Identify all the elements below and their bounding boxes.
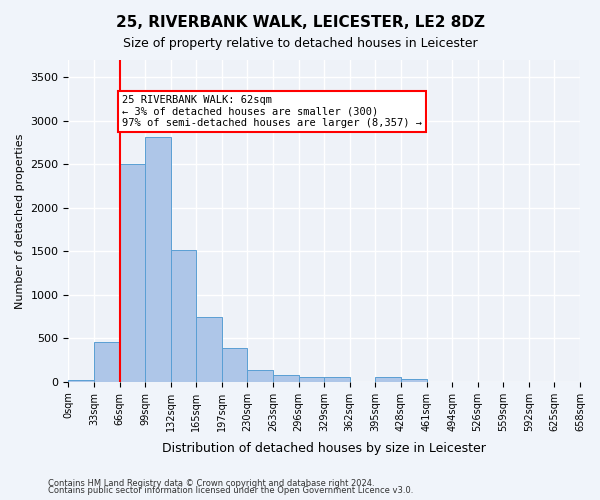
Bar (401, 379, 427, 382)
Bar (94, 342, 119, 382)
Bar (171, 250, 196, 382)
Bar (222, 348, 247, 382)
Bar (273, 376, 299, 382)
Bar (376, 378, 401, 382)
Y-axis label: Number of detached properties: Number of detached properties (15, 133, 25, 308)
Bar (145, 136, 171, 382)
Text: 25 RIVERBANK WALK: 62sqm
← 3% of detached houses are smaller (300)
97% of semi-d: 25 RIVERBANK WALK: 62sqm ← 3% of detache… (122, 95, 422, 128)
Bar (324, 377, 350, 382)
Bar (299, 377, 324, 382)
Text: 25, RIVERBANK WALK, LEICESTER, LE2 8DZ: 25, RIVERBANK WALK, LEICESTER, LE2 8DZ (115, 15, 485, 30)
Bar (247, 370, 273, 382)
Bar (68, 380, 94, 382)
Bar (119, 164, 145, 382)
Text: Size of property relative to detached houses in Leicester: Size of property relative to detached ho… (122, 38, 478, 51)
X-axis label: Distribution of detached houses by size in Leicester: Distribution of detached houses by size … (162, 442, 486, 455)
Text: Contains HM Land Registry data © Crown copyright and database right 2024.: Contains HM Land Registry data © Crown c… (48, 478, 374, 488)
Bar (196, 318, 222, 382)
Text: Contains public sector information licensed under the Open Government Licence v3: Contains public sector information licen… (48, 486, 413, 495)
